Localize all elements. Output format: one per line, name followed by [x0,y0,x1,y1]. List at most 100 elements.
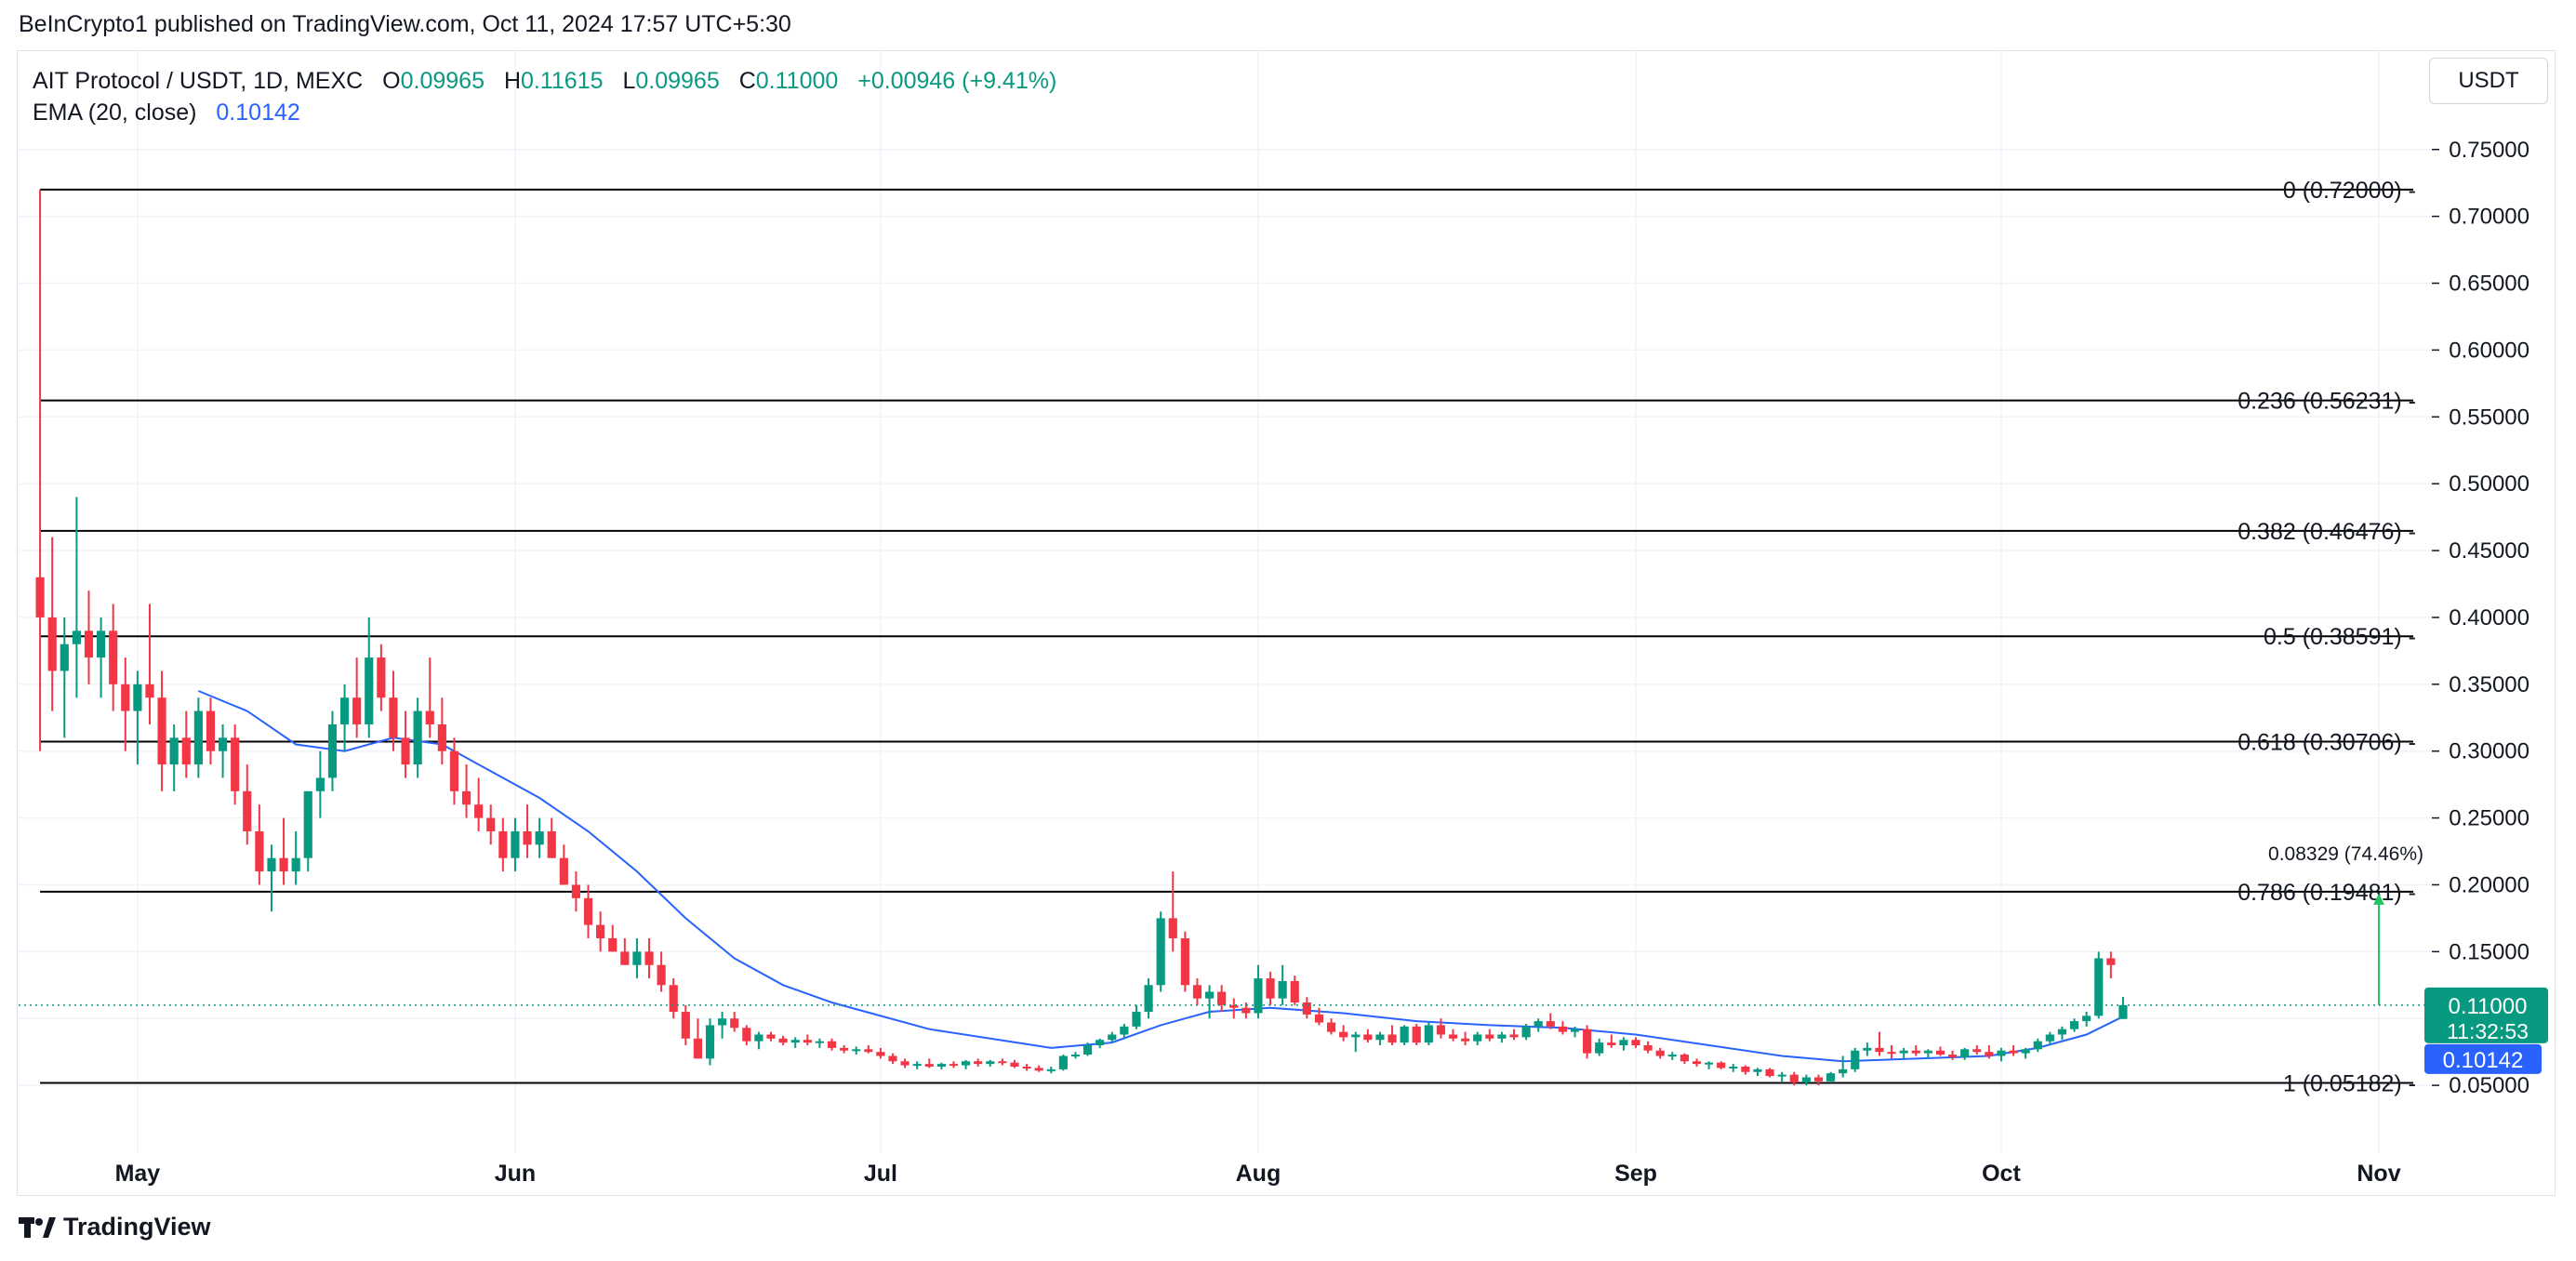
candle-body [1108,1034,1117,1041]
y-tick-label: 0.50000 [2449,471,2530,497]
close-label: C [738,68,756,94]
candle-body [523,830,532,845]
x-tick-label: May [115,1161,161,1187]
candle-up [1254,964,1263,1019]
candle-down [1985,1044,1994,1059]
candle-up [912,1061,922,1069]
candle-up [60,617,69,738]
candle-up [705,1018,715,1066]
candle-down [1326,1018,1336,1035]
candle-body [900,1061,910,1066]
candle-down [1607,1034,1616,1048]
candle-body [315,777,325,791]
candle-body [1595,1042,1604,1054]
candle-down [1887,1044,1896,1059]
candle-body [1717,1062,1726,1069]
candle-down [657,951,666,992]
candle-down [669,978,678,1019]
symbol-title[interactable]: AIT Protocol / USDT, 1D, MEXC [33,68,364,94]
chart-legend: AIT Protocol / USDT, 1D, MEXC O0.09965 H… [33,65,1060,128]
measure-label: 0.08329 (74.46%) [2268,843,2423,865]
candle-body [1278,980,1287,999]
candle-down [523,804,532,858]
y-tick-label: 0.40000 [2449,605,2530,630]
ema-line [198,690,2124,1063]
candle-up [327,710,338,791]
candle-down [145,604,154,724]
candle-body [1302,1002,1311,1015]
candle-up [1923,1049,1932,1059]
candle-body [840,1047,849,1051]
candle-down [1680,1053,1689,1065]
candle-up [1826,1071,1836,1083]
candle-up [1595,1038,1604,1056]
candle-down [1655,1047,1665,1059]
candle-up [986,1059,995,1067]
candle-down [644,937,654,979]
candle-body [2094,958,2104,1016]
candle-body [583,897,593,925]
candle-down [1302,997,1311,1019]
candle-up [1899,1047,1908,1059]
grid-lines [19,51,2432,1153]
candle-up [303,790,312,872]
candle-body [2009,1050,2018,1054]
fib-level-label: 0 (0.72000) - [2283,178,2416,204]
candle-down [1034,1065,1043,1072]
candle-up [936,1062,946,1069]
candle-body [1485,1034,1494,1039]
candle-down [474,777,484,831]
y-tick-label: 0.25000 [2449,806,2530,831]
candle-body [1229,1004,1239,1008]
candle-body [681,1012,690,1039]
candle-down [864,1044,873,1054]
candle-body [1156,918,1165,986]
y-tick-label: 0.65000 [2449,272,2530,297]
candle-body [1034,1068,1043,1071]
candle-body [35,577,45,617]
candle-down [1242,1002,1251,1019]
open-label: O [382,68,401,94]
candle-body [1095,1040,1105,1045]
candle-body [327,723,338,778]
candle-down [900,1058,910,1069]
tradingview-branding[interactable]: TradingView [19,1213,211,1241]
candle-down [1266,971,1275,1005]
candle-body [291,857,300,872]
candle-down [243,764,252,845]
candle-body [705,1025,715,1059]
candle-down [840,1044,849,1054]
currency-unit-button[interactable]: USDT [2429,58,2548,104]
candle-down [803,1034,812,1045]
candle-down [1314,1007,1324,1026]
candle-body [2106,958,2116,965]
candle-body [1997,1050,2006,1056]
candle-down [766,1031,776,1042]
x-tick-label: Sep [1614,1161,1657,1187]
candle-body [912,1064,922,1067]
candle-body [206,710,216,751]
candle-body [1631,1040,1640,1045]
candle-up [193,697,203,778]
ema-indicator-label[interactable]: EMA (20, close) [33,100,197,126]
candle-body [1497,1034,1507,1039]
candle-body [145,684,154,698]
candle-up [1667,1052,1677,1060]
candle-body [1412,1026,1421,1043]
candle-body [1887,1052,1896,1055]
candle-down [974,1058,983,1067]
candle-body [790,1040,800,1043]
candle-down [1911,1044,1920,1056]
candle-down [827,1038,837,1051]
y-tick-label: 0.45000 [2449,538,2530,564]
candle-down [206,697,216,765]
candle-body [535,830,544,845]
candle-body [47,617,57,671]
candle-down [583,884,593,938]
candle-down [377,644,386,711]
candle-body [1144,985,1153,1013]
candle-down [2009,1044,2018,1056]
candle-body [1851,1050,1860,1069]
candle-down [401,710,410,778]
